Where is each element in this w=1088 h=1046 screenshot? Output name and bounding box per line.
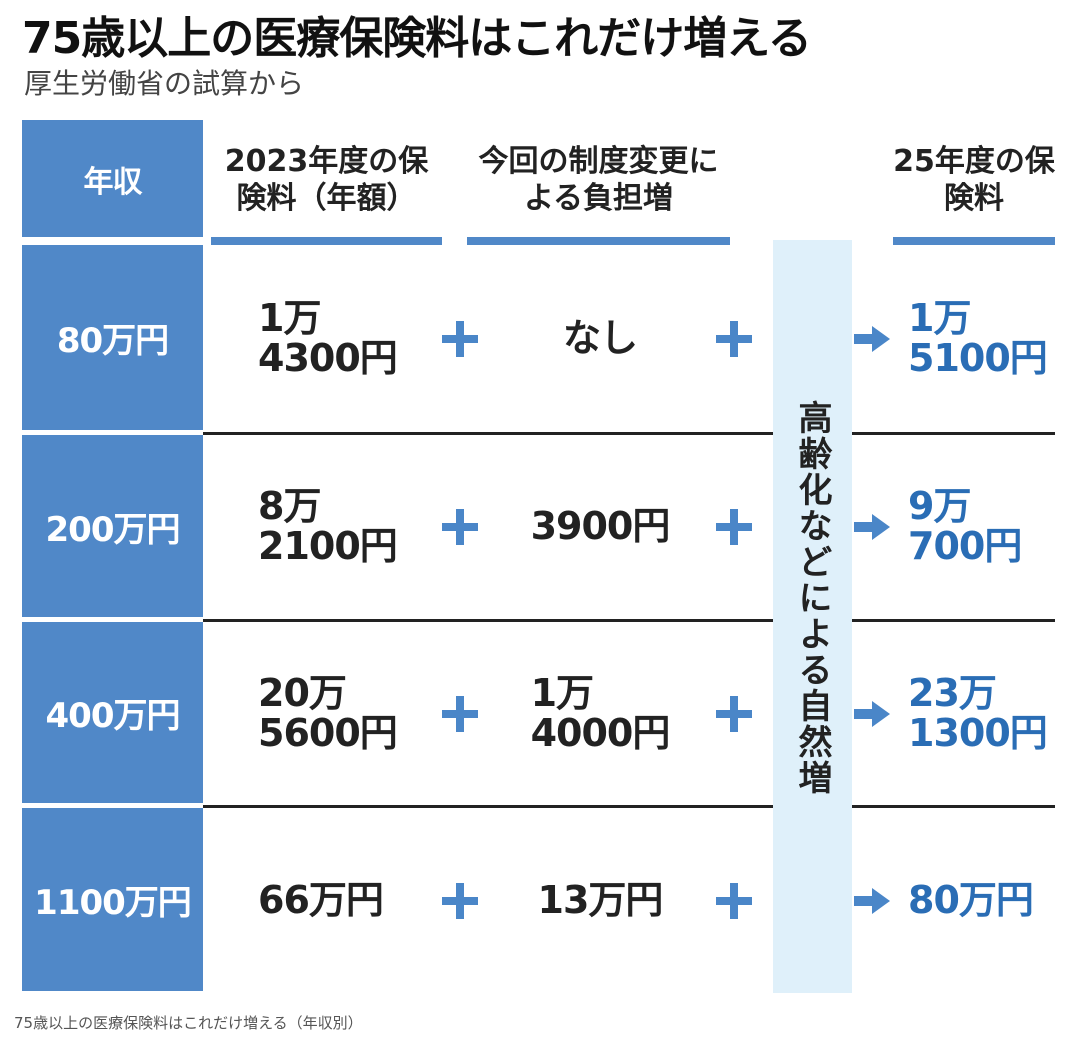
text-line: 23万 [908, 670, 997, 715]
cell-text: 20万 5600円 [258, 670, 398, 755]
text-line: 保険料（年額） [236, 143, 429, 217]
arrow [852, 885, 892, 917]
arrow-icon [854, 325, 890, 352]
plus-sign [716, 882, 752, 919]
cell-text: 23万 1300円 [908, 670, 1048, 755]
cell-text: 3900円 [530, 504, 671, 549]
increase: なし [490, 245, 710, 432]
text-line: 1万 [908, 295, 971, 340]
cell-text: 年収 [83, 157, 143, 201]
text-line: なし [562, 315, 638, 360]
cell-text: 13万円 [537, 877, 664, 922]
text-line: 700円 [908, 524, 1022, 568]
cell-text: 66万円 [258, 877, 384, 922]
cell-text: 1万 5100円 [908, 295, 1048, 380]
increase: 13万円 [490, 808, 710, 993]
text-line: 2100円 [258, 524, 398, 568]
income-cell: 200万円 [22, 435, 203, 617]
income-cell: 1100万円 [22, 808, 203, 991]
premium-2023: 8万 2100円 [258, 435, 438, 619]
text-line: 8万 [258, 484, 321, 529]
header-cell: 2023年度の保険料（年額） [211, 128, 442, 232]
increase: 1万 4000円 [490, 622, 710, 805]
cell-text: 200万円 [45, 502, 181, 551]
cell-text: 400万円 [45, 688, 181, 737]
premium-2025: 9万 700円 [908, 435, 1058, 619]
arrow [852, 511, 892, 543]
subtitle: 厚生労働省の試算から [24, 67, 305, 100]
title: 75歳以上の医療保険料はこれだけ増える [22, 13, 812, 64]
text-line: 13万円 [537, 877, 664, 922]
premium-2023: 66万円 [258, 808, 438, 993]
text-line: 2023年度の [224, 143, 399, 179]
text-line: による負担増 [523, 143, 719, 217]
band-text: 高齢化などによる自然増 [792, 400, 832, 796]
cell-text: 80万円 [908, 877, 1034, 922]
premium-2025: 1万 5100円 [908, 245, 1058, 432]
premium-2025: 80万円 [908, 808, 1058, 993]
arrow-icon [854, 514, 890, 540]
header-bar [893, 237, 1055, 245]
plus-sign [442, 320, 478, 357]
cell-text: なし [562, 315, 638, 360]
income-cell: 80万円 [22, 245, 203, 430]
text-line: 25年度の [893, 143, 1025, 179]
header-bar [467, 237, 730, 245]
header-cell: 25年度の保険料 [893, 128, 1055, 232]
income-cell: 400万円 [22, 622, 203, 803]
cell-text: 1100万円 [34, 875, 192, 924]
plus-sign [716, 509, 752, 545]
text-line: 保険料 [944, 143, 1055, 217]
plus-sign [442, 695, 478, 732]
increase: 3900円 [490, 435, 710, 619]
text-line: 9万 [908, 484, 971, 529]
text-line: 1300円 [908, 710, 1048, 755]
text-line: 80万円 [56, 321, 169, 361]
text-line: 1100万円 [34, 883, 192, 923]
text-line: 400万円 [45, 696, 181, 736]
arrow [852, 323, 892, 355]
text-line: 年収 [83, 164, 143, 200]
cell-text: 25年度の保険料 [893, 143, 1055, 218]
cell-text: 今回の制度変更による負担増 [467, 143, 730, 218]
plus-sign [442, 509, 478, 545]
header-bar [211, 237, 442, 245]
premium-2023: 20万 5600円 [258, 622, 438, 805]
row-rule [203, 619, 1055, 622]
header-cell: 今回の制度変更による負担増 [467, 128, 730, 232]
arrow-icon [854, 700, 890, 727]
text-line: 1万 [530, 670, 594, 715]
row-rule [203, 432, 1055, 435]
cell-text: 1万 4300円 [258, 295, 398, 380]
cell-text: 80万円 [56, 313, 169, 362]
text-line: 20万 [258, 670, 347, 715]
text-line: 5600円 [258, 710, 398, 755]
text-line: 200万円 [45, 509, 181, 550]
header-cell: 年収 [22, 120, 203, 237]
text-line: 4300円 [258, 335, 398, 380]
text-line: 1万 [258, 295, 321, 340]
cell-text: 2023年度の保険料（年額） [211, 143, 442, 218]
caption: 75歳以上の医療保険料はこれだけ増える（年収別） [14, 1014, 363, 1032]
text-line: 今回の制度変更 [478, 143, 689, 179]
text-line: 66万円 [258, 877, 384, 922]
row-rule [203, 805, 1055, 808]
text-line: 4000円 [530, 710, 671, 755]
plus-sign [442, 882, 478, 919]
plus-sign [716, 695, 752, 732]
cell-text: 9万 700円 [908, 484, 1022, 568]
text-line: 80万円 [908, 877, 1034, 922]
cell-text: 8万 2100円 [258, 484, 398, 568]
text-line: 5100円 [908, 335, 1048, 380]
premium-2023: 1万 4300円 [258, 245, 438, 432]
band-overlay [773, 430, 852, 810]
premium-2025: 23万 1300円 [908, 622, 1058, 805]
text-line: 3900円 [530, 504, 671, 549]
cell-text: 1万 4000円 [530, 670, 671, 755]
arrow-icon [854, 887, 890, 914]
arrow [852, 698, 892, 730]
plus-sign [716, 320, 752, 357]
